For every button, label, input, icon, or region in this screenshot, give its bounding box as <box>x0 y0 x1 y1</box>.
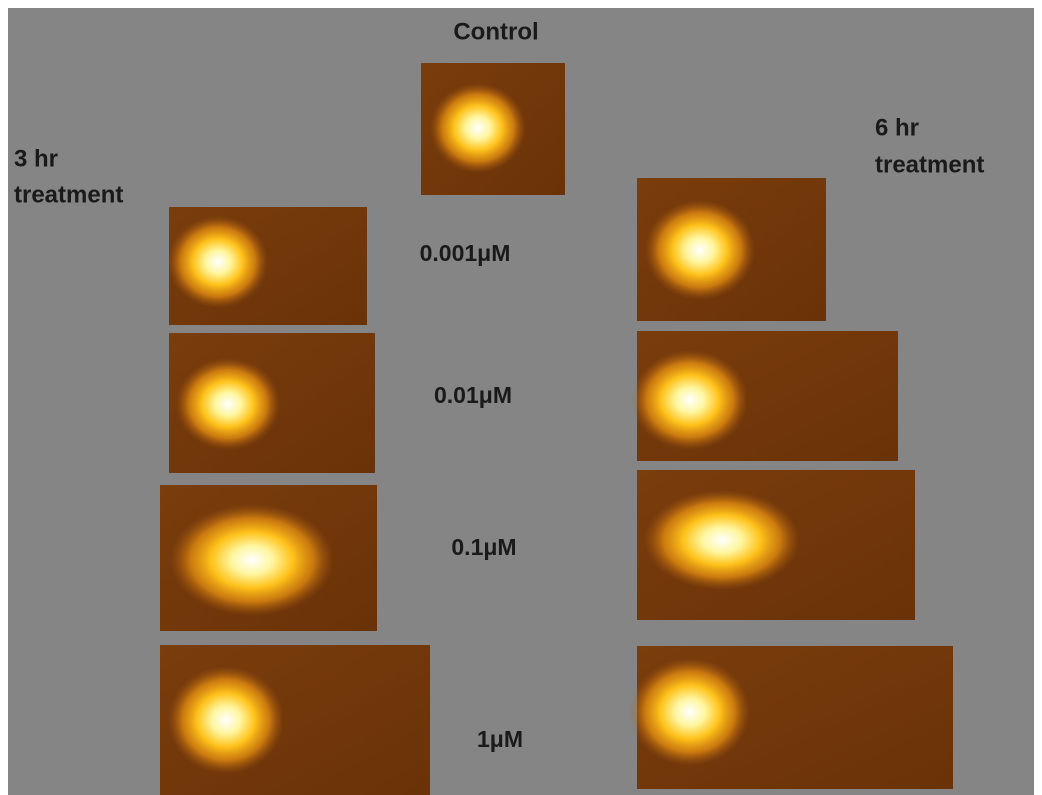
comet <box>644 490 800 590</box>
comet <box>170 504 334 616</box>
comet <box>645 200 755 300</box>
concentration-label: 1μM <box>477 726 523 752</box>
comet <box>168 216 268 308</box>
control-image <box>421 63 565 195</box>
comet <box>630 658 750 766</box>
right-group-label: 6 hr <box>875 114 919 141</box>
comet <box>430 83 526 173</box>
concentration-label: 0.01μM <box>434 382 512 408</box>
comet <box>632 350 748 450</box>
page: {"title": "Control", "left_group": {"lin… <box>0 0 1042 795</box>
control-label: Control <box>453 18 538 45</box>
concentration-label: 0.001μM <box>420 240 511 266</box>
concentration-label: 0.1μM <box>451 534 516 560</box>
left-group-label: treatment <box>14 181 123 208</box>
left-group-label: 3 hr <box>14 145 58 172</box>
comet <box>176 358 280 450</box>
comet <box>168 666 284 774</box>
right-group-label: treatment <box>875 151 984 178</box>
figure: Control 3 hr treatment 6 hr treatment 0.… <box>0 0 1042 795</box>
